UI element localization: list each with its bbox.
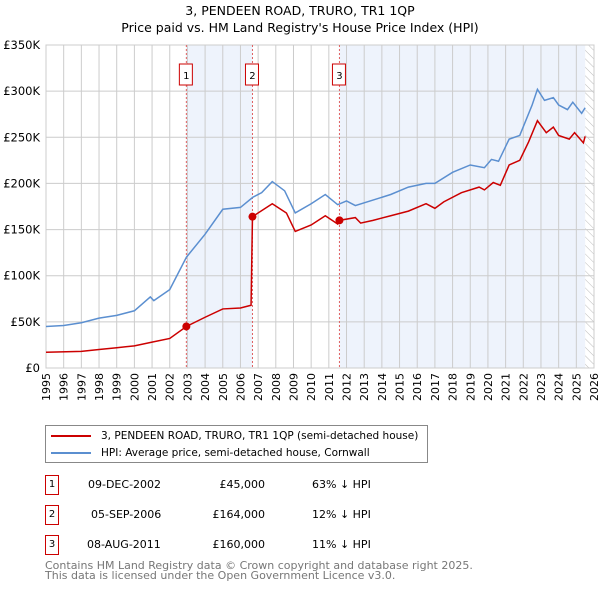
x-tick-label: 2013 — [358, 373, 371, 401]
legend-label: 3, PENDEEN ROAD, TRURO, TR1 1QP (semi-de… — [101, 430, 419, 442]
sale-badge: 1 — [45, 475, 59, 495]
x-tick-label: 2010 — [305, 373, 318, 401]
sale-price: £45,000 — [219, 478, 266, 491]
sale-marker-box — [331, 63, 346, 86]
x-tick-label: 2002 — [164, 373, 177, 401]
sale-row: 2 05-SEP-2006 £164,000 12% ↓ HPI — [45, 505, 445, 525]
sale-date: 05-SEP-2006 — [91, 508, 162, 521]
y-tick-label: £0 — [25, 361, 40, 375]
y-tick-label: £350K — [3, 38, 40, 52]
x-tick-label: 2014 — [376, 373, 389, 401]
x-tick-label: 1999 — [111, 373, 124, 401]
x-tick-label: 2001 — [146, 373, 159, 401]
y-tick-label: £100K — [3, 269, 40, 283]
x-tick-label: 1998 — [93, 373, 106, 401]
x-tick-label: 2025 — [570, 373, 583, 401]
sale-marker-label: 1 — [183, 71, 189, 82]
legend-line-red — [51, 435, 91, 437]
chart-title: 3, PENDEEN ROAD, TRURO, TR1 1QP — [185, 3, 415, 18]
x-tick-label: 2007 — [252, 373, 265, 401]
y-tick-label: £250K — [3, 130, 40, 144]
x-tick-label: 2016 — [411, 373, 424, 401]
footer-copyright: Contains HM Land Registry data © Crown c… — [45, 559, 473, 572]
x-tick-label: 2005 — [217, 373, 230, 401]
x-tick-label: 2004 — [199, 373, 212, 401]
x-tick-label: 2026 — [588, 373, 600, 401]
x-tick-label: 2011 — [323, 373, 336, 401]
y-tick-label: £50K — [11, 315, 41, 329]
y-tick-label: £150K — [3, 223, 40, 237]
x-tick-label: 2021 — [500, 373, 513, 401]
x-tick-label: 2024 — [553, 373, 566, 401]
sale-date: 09-DEC-2002 — [88, 478, 162, 491]
sale-point — [335, 216, 344, 225]
x-tick-label: 2015 — [394, 373, 407, 401]
x-tick-label: 2020 — [482, 373, 495, 401]
sale-row: 1 09-DEC-2002 £45,000 63% ↓ HPI — [45, 475, 445, 495]
sale-marker-label: 2 — [249, 71, 255, 82]
sale-badge: 3 — [45, 535, 59, 555]
sale-point — [182, 322, 191, 331]
footer: Contains HM Land Registry data © Crown c… — [45, 559, 473, 582]
x-tick-label: 2009 — [287, 373, 300, 401]
x-tick-label: 2008 — [270, 373, 283, 401]
x-tick-label: 1996 — [58, 373, 71, 401]
sale-marker-box — [178, 63, 193, 86]
y-tick-label: £300K — [3, 84, 40, 98]
forecast-hatch — [585, 45, 594, 368]
sale-hpi-diff: 12% ↓ HPI — [312, 508, 371, 521]
shaded-region — [339, 45, 586, 368]
legend-line-blue — [51, 452, 91, 454]
legend: 3, PENDEEN ROAD, TRURO, TR1 1QP (semi-de… — [45, 425, 428, 463]
plot-frame — [45, 44, 595, 369]
sale-price: £160,000 — [212, 538, 266, 551]
x-tick-label: 2023 — [535, 373, 548, 401]
x-tick-label: 2022 — [517, 373, 530, 401]
x-tick-label: 2006 — [234, 373, 247, 401]
sale-badge: 2 — [45, 505, 59, 525]
x-tick-label: 1997 — [75, 373, 88, 401]
legend-item-property: 3, PENDEEN ROAD, TRURO, TR1 1QP (semi-de… — [51, 428, 418, 444]
x-tick-label: 1995 — [40, 373, 53, 401]
x-tick-label: 2019 — [464, 373, 477, 401]
x-tick-label: 2018 — [447, 373, 460, 401]
sale-point — [248, 212, 257, 221]
x-tick-label: 2017 — [429, 373, 442, 401]
x-tick-label: 2003 — [181, 373, 194, 401]
sale-price: £164,000 — [212, 508, 266, 521]
sale-marker-box — [244, 63, 259, 86]
sale-date: 08-AUG-2011 — [87, 538, 161, 551]
chart-subtitle: Price paid vs. HM Land Registry's House … — [121, 20, 479, 35]
legend-item-hpi: HPI: Average price, semi-detached house,… — [51, 445, 370, 461]
sale-hpi-diff: 11% ↓ HPI — [312, 538, 371, 551]
price-chart: 1995 1996 1997 1998 1999 2000 2001 2002 2003 2004… — [3, 38, 600, 401]
sale-hpi-diff: 63% ↓ HPI — [312, 478, 371, 491]
legend-label: HPI: Average price, semi-detached house,… — [101, 447, 370, 459]
sale-row: 3 08-AUG-2011 £160,000 11% ↓ HPI — [45, 535, 445, 555]
x-tick-label: 2012 — [341, 373, 354, 401]
x-tick-label: 2000 — [128, 373, 141, 401]
footer-licence: This data is licensed under the Open Gov… — [45, 569, 396, 582]
series-line — [45, 87, 586, 328]
y-tick-label: £200K — [3, 176, 40, 190]
sale-marker-label: 3 — [336, 71, 342, 82]
